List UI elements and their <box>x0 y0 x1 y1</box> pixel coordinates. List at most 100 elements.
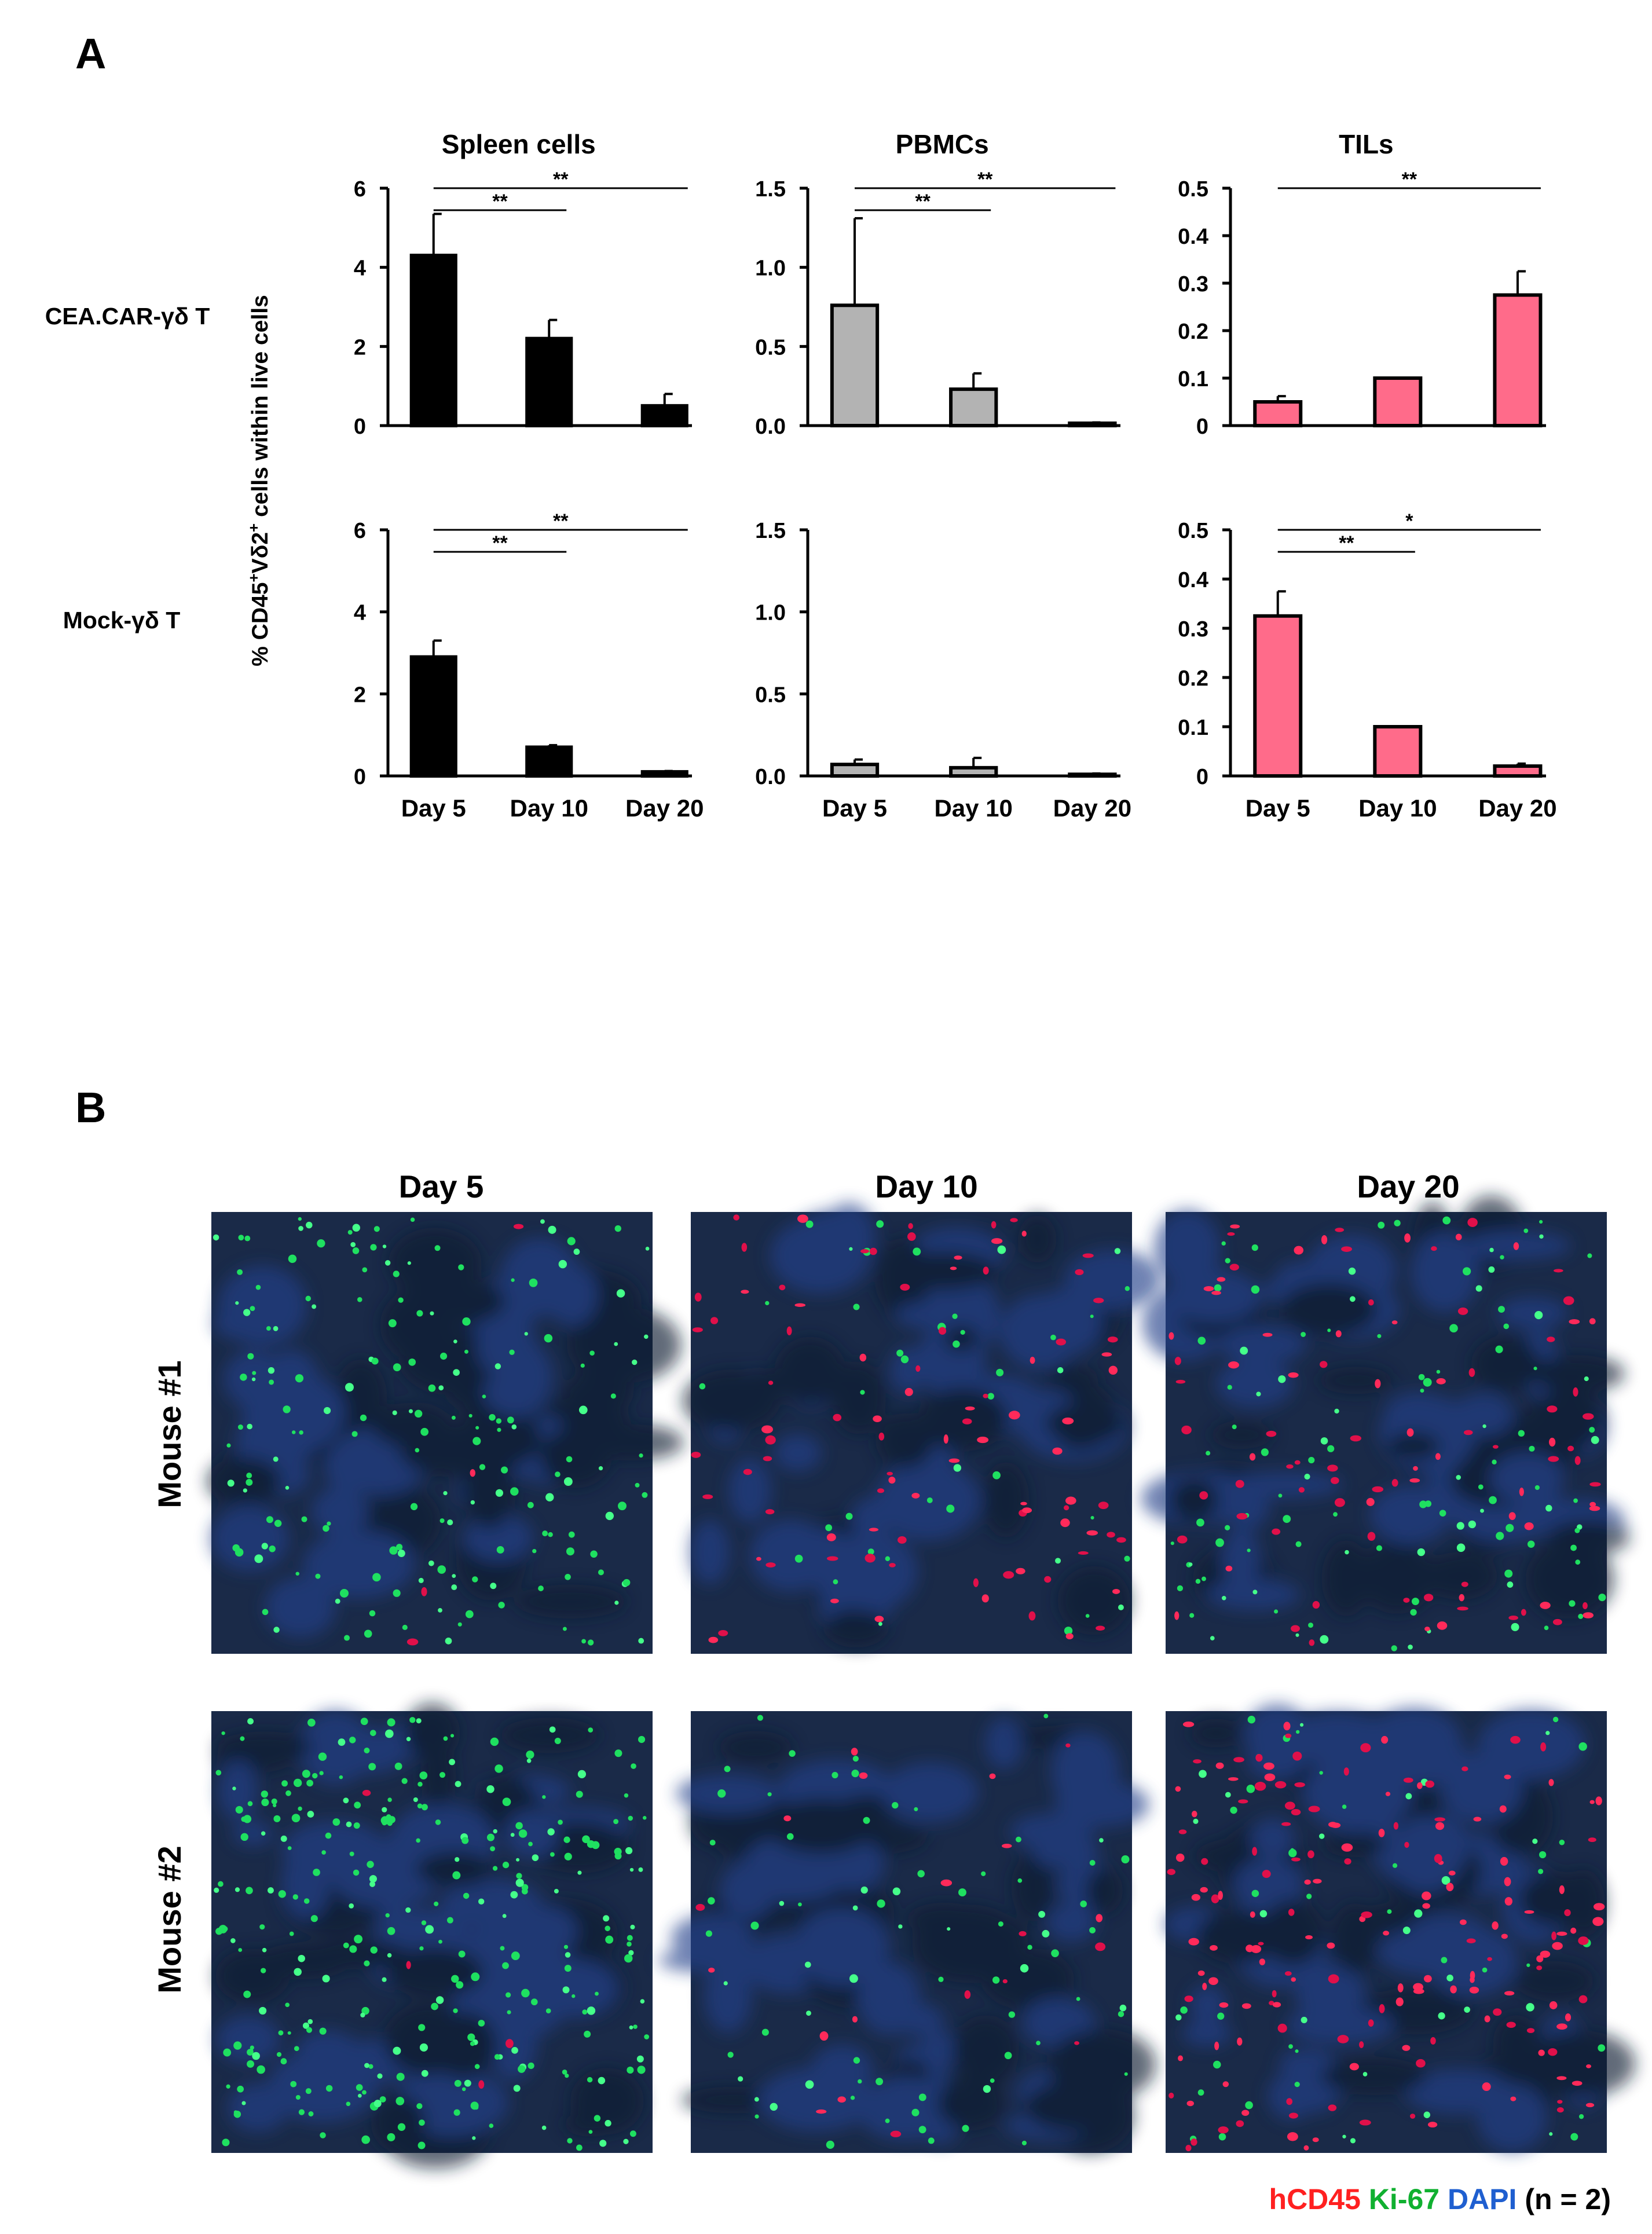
hcd45-cell <box>1235 1479 1244 1488</box>
stroma-patch <box>499 1717 599 1753</box>
bar <box>1373 376 1423 427</box>
ki67-nucleus <box>431 2002 438 2010</box>
ki67-nucleus <box>397 2123 406 2131</box>
hcd45-cell <box>1284 1801 1295 1810</box>
dapi-patch <box>851 1497 892 1539</box>
hcd45-cell <box>1294 1782 1305 1788</box>
ki67-nucleus <box>1225 1792 1231 1798</box>
ki67-nucleus <box>952 1313 958 1319</box>
ki67-nucleus <box>1500 1255 1504 1259</box>
ki67-nucleus <box>1193 1818 1199 1824</box>
ki67-nucleus <box>1304 1473 1310 1480</box>
ki67-nucleus <box>576 1790 583 1798</box>
ki67-nucleus <box>590 1550 598 1558</box>
hcd45-cell <box>1303 2145 1309 2151</box>
hcd45-cell <box>859 1353 867 1362</box>
ki67-nucleus <box>367 1861 374 1869</box>
ki67-nucleus <box>447 1519 453 1526</box>
hcd45-cell <box>1233 1757 1244 1763</box>
ki67-nucleus <box>627 1942 632 1947</box>
ki67-nucleus <box>502 1797 511 1807</box>
dapi-patch <box>311 1487 368 1536</box>
chart-title: Spleen cells <box>442 129 596 159</box>
ki67-nucleus <box>1004 2052 1012 2060</box>
ki67-nucleus <box>443 1490 448 1496</box>
hcd45-cell <box>1589 1318 1596 1325</box>
hcd45-cell <box>783 1815 792 1822</box>
y-tick-label: 0.5 <box>755 335 786 360</box>
ki67-nucleus <box>542 1530 548 1537</box>
ki67-nucleus <box>545 1493 554 1501</box>
hcd45-cell <box>710 1317 719 1324</box>
stroma-patch <box>943 1325 980 1353</box>
ki67-nucleus <box>352 1224 360 1232</box>
hcd45-cell <box>873 1415 882 1422</box>
hcd45-cell <box>1174 1357 1181 1365</box>
ki67-nucleus <box>454 2079 461 2087</box>
hcd45-cell <box>954 1255 962 1260</box>
hcd45-cell <box>973 1578 979 1587</box>
ki67-nucleus <box>588 1639 594 1646</box>
hcd45-cell <box>907 1232 916 1241</box>
ki67-nucleus <box>1195 1579 1201 1584</box>
hcd45-cell <box>1211 1291 1221 1295</box>
ki67-nucleus <box>947 1927 951 1931</box>
ki67-nucleus <box>1527 1540 1535 1548</box>
micrograph-mouse2-day20 <box>1164 1704 1636 2153</box>
ki67-nucleus <box>364 2063 369 2068</box>
ki67-nucleus <box>456 1981 464 1989</box>
ki67-nucleus <box>1199 1770 1207 1778</box>
hcd45-cell <box>826 1556 838 1561</box>
hcd45-cell <box>898 1536 907 1544</box>
ki67-nucleus <box>926 1497 933 1503</box>
ki67-nucleus <box>636 2055 644 2063</box>
ki67-nucleus <box>455 1781 461 1788</box>
ki67-nucleus <box>633 2024 638 2029</box>
stroma-patch <box>765 1798 877 1855</box>
ki67-nucleus <box>1545 1731 1550 1735</box>
ki67-nucleus <box>554 1738 561 1745</box>
ki67-nucleus <box>271 1798 277 1805</box>
ki67-nucleus <box>255 1284 261 1290</box>
ki67-nucleus <box>564 1852 572 1861</box>
ki67-nucleus <box>518 2065 526 2073</box>
ki67-nucleus <box>437 1565 446 1574</box>
hcd45-cell <box>1540 1742 1547 1752</box>
ki67-nucleus <box>595 1991 599 1996</box>
dapi-patch <box>658 1949 761 1973</box>
hcd45-cell <box>1016 1568 1025 1574</box>
stroma-patch <box>885 1251 999 1291</box>
stroma-patch <box>718 1731 793 1764</box>
ki67-nucleus <box>928 2137 935 2144</box>
ki67-nucleus <box>1288 2044 1293 2049</box>
ki67-nucleus <box>387 2133 395 2141</box>
ki67-nucleus <box>1441 1957 1448 1964</box>
ki67-nucleus <box>373 1226 380 1232</box>
y-tick-label: 1.5 <box>755 177 786 202</box>
stroma-patch <box>951 2015 1019 2086</box>
ki67-nucleus <box>851 1770 859 1778</box>
ki67-nucleus <box>498 1602 505 1609</box>
dapi-patch <box>216 2015 280 2064</box>
stroma-patch <box>774 1336 846 1405</box>
hcd45-cell <box>1589 1482 1601 1487</box>
hcd45-cell <box>1409 1478 1420 1483</box>
hcd45-cell <box>1461 1766 1468 1771</box>
ki67-nucleus <box>1121 1855 1130 1864</box>
micrograph-col-day20: Day 20 <box>1357 1169 1459 1204</box>
ki67-nucleus <box>544 1334 553 1343</box>
hcd45-cell <box>1191 1894 1201 1901</box>
ki67-nucleus <box>293 1778 302 1788</box>
ki67-nucleus <box>443 1736 448 1741</box>
ki67-nucleus <box>625 1847 633 1855</box>
dapi-patch <box>1490 1453 1565 1504</box>
ki67-nucleus <box>1170 1541 1174 1546</box>
ki67-nucleus <box>1574 1528 1580 1533</box>
hcd45-cell <box>1430 2037 1436 2045</box>
dapi-patch <box>302 1530 415 1599</box>
hcd45-cell <box>1022 1507 1032 1514</box>
ki67-nucleus <box>1099 1838 1104 1843</box>
ki67-nucleus <box>369 1881 376 1887</box>
hcd45-cell <box>1236 1512 1248 1520</box>
ki67-nucleus <box>246 1887 253 1895</box>
